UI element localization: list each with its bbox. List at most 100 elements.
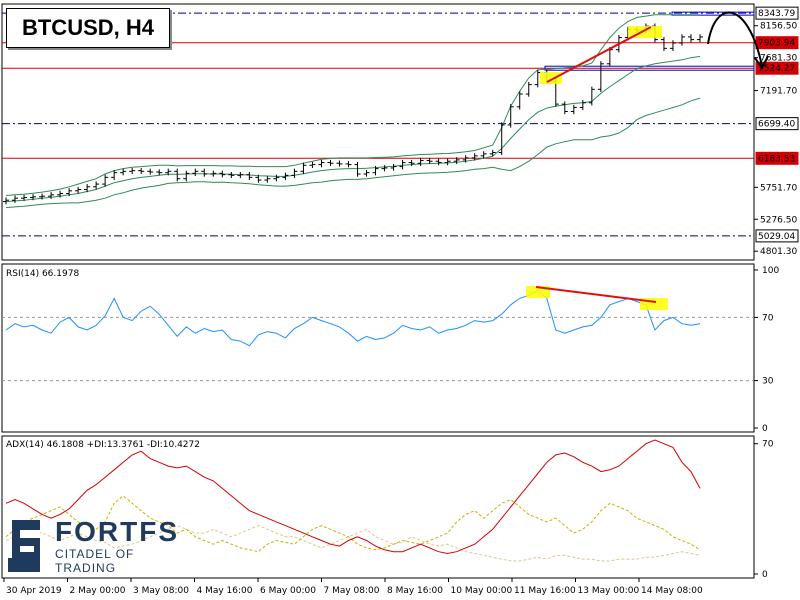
candle	[498, 122, 505, 156]
adx-main-line	[5, 439, 701, 555]
candle	[354, 161, 361, 177]
candle	[111, 169, 118, 181]
price-level-tag: 6183.53	[755, 151, 799, 165]
candle	[165, 168, 172, 176]
x-tick-label: 8 May 16:00	[387, 586, 443, 596]
candle	[57, 190, 64, 198]
candle	[471, 153, 478, 161]
candle	[390, 163, 397, 171]
rsi-title: RSI(14) 66.1978	[6, 269, 79, 279]
price-level-tag: 8343.79	[755, 6, 799, 20]
candle	[129, 167, 136, 174]
price-level-tag: 5029.04	[755, 229, 799, 243]
y-tick-label: 8156.50	[760, 22, 797, 32]
candle	[84, 184, 91, 193]
y-tick-label: 4801.30	[760, 247, 797, 257]
candle	[462, 155, 469, 163]
candle	[192, 168, 199, 177]
symbol-title: BTCUSD, H4	[21, 15, 154, 40]
y-tick-label: 5751.70	[760, 183, 797, 193]
x-tick-label: 6 May 00:00	[260, 586, 316, 596]
forecast-arrow	[707, 11, 763, 67]
candle	[300, 162, 307, 174]
y-tick-label: 7681.30	[760, 54, 797, 64]
rsi-line	[5, 289, 701, 347]
candle	[516, 91, 523, 110]
rsi-y-tick: 30	[762, 377, 774, 387]
logo-tagline: CITADEL OF TRADING	[55, 547, 135, 575]
candle	[408, 159, 415, 166]
adx-y-tick: 0	[762, 570, 768, 580]
candle	[435, 158, 442, 166]
x-tick-label: 4 May 16:00	[197, 586, 253, 596]
candle	[525, 81, 532, 97]
rsi-y-tick: 100	[762, 266, 779, 276]
logo-name: FORTFS	[55, 516, 180, 547]
candle	[579, 100, 586, 111]
x-tick-label: 14 May 08:00	[641, 586, 703, 596]
highlight-marker	[540, 72, 562, 84]
trend-line	[535, 286, 657, 303]
logo-mark-icon	[6, 518, 45, 574]
candle	[336, 160, 343, 167]
candle	[21, 194, 28, 201]
candle	[183, 170, 190, 182]
candle	[570, 104, 577, 115]
level-box	[671, 11, 755, 16]
symbol-title-box: BTCUSD, H4	[6, 8, 170, 48]
x-tick-label: 2 May 00:00	[70, 586, 126, 596]
candle	[264, 176, 271, 183]
adx-y-tick: 70	[762, 440, 774, 450]
bollinger-upper	[5, 14, 700, 196]
x-tick-label: 7 May 08:00	[324, 586, 380, 596]
candle	[156, 169, 163, 176]
y-tick-label: 6183.53	[758, 154, 795, 164]
candle	[606, 46, 613, 67]
price-tag-bg	[755, 151, 799, 165]
brand-logo: FORTFS CITADEL OF TRADING	[6, 516, 196, 575]
adx-plus-di-line	[5, 495, 701, 553]
candle	[210, 170, 217, 177]
candle	[282, 172, 289, 181]
candle	[453, 157, 460, 164]
x-tick-label: 11 May 16:00	[514, 586, 576, 596]
candle	[372, 165, 379, 176]
adx-pane	[1, 435, 755, 579]
bollinger-lower	[5, 97, 701, 209]
y-tick-label: 6699.40	[758, 120, 795, 130]
candle	[561, 101, 568, 115]
candle	[12, 195, 19, 203]
candle	[174, 168, 181, 182]
candle	[120, 168, 127, 176]
candle	[363, 169, 370, 177]
y-tick-label: 5029.04	[758, 232, 795, 242]
rsi-pane	[1, 263, 755, 433]
candle	[48, 192, 55, 199]
candle	[327, 159, 334, 166]
adx-minus-di-line	[5, 525, 701, 562]
x-tick-label: 3 May 08:00	[133, 586, 189, 596]
forecast-arrow-head	[754, 55, 769, 70]
candle	[687, 34, 694, 43]
price-pane	[1, 3, 755, 261]
y-tick-label: 7903.94	[758, 39, 795, 49]
adx-title: ADX(14) 46.1808 +DI:13.3761 -DI:10.4272	[6, 440, 200, 450]
candle	[291, 168, 298, 179]
candle	[309, 161, 316, 168]
price-tag-bg	[755, 61, 799, 75]
level-box	[544, 65, 755, 71]
candle	[255, 174, 262, 183]
candle	[588, 86, 595, 106]
price-level-tag: 7524.27	[755, 61, 799, 75]
candle	[444, 158, 451, 166]
candle	[381, 165, 388, 172]
candle	[697, 34, 703, 43]
candle	[345, 161, 352, 168]
price-tag-bg	[755, 229, 799, 243]
candle	[669, 40, 676, 52]
y-tick-label: 5276.50	[760, 215, 797, 225]
candle	[597, 61, 604, 93]
candle	[66, 188, 73, 197]
